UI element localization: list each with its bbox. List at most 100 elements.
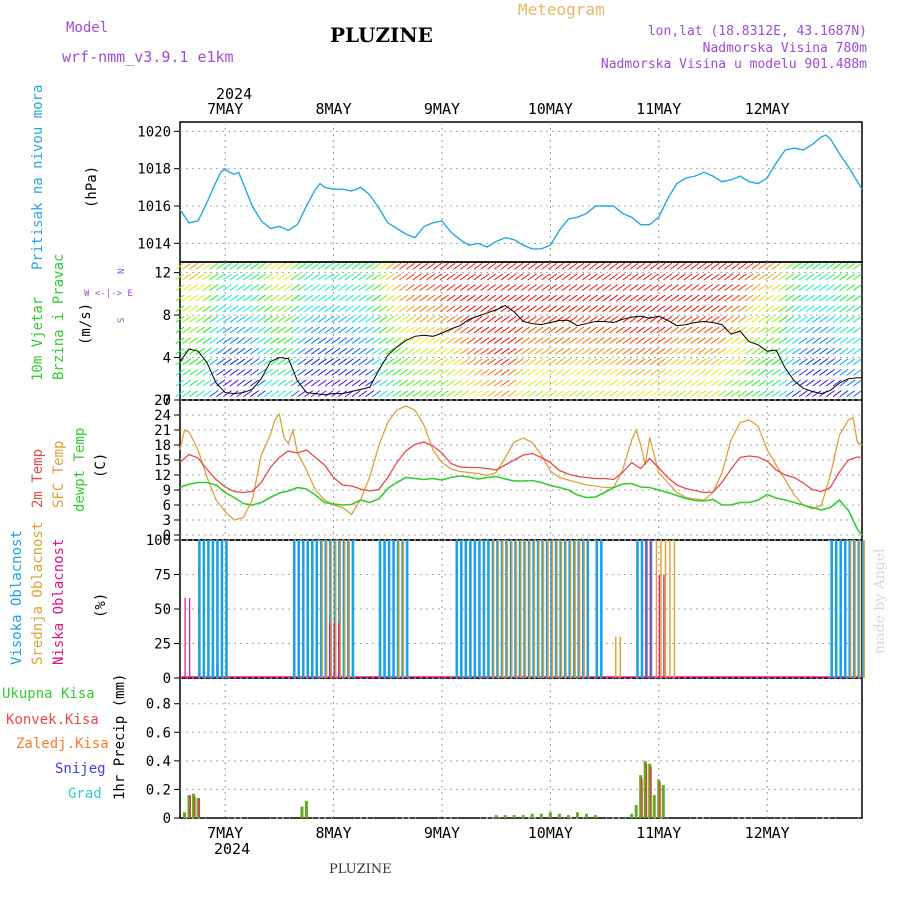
wind-barb [311,358,320,366]
wind-barb [642,326,652,334]
wind-barb [344,347,354,355]
wind-barb [487,337,497,344]
wind-barb [642,358,652,366]
wind-barb [514,315,524,323]
wind-barb [222,273,232,281]
wind-barb [737,284,747,291]
wind-barb [365,294,375,302]
wind-barb [460,347,470,355]
wind-barb [297,326,307,334]
wind-barb [290,284,300,291]
wind-barb [527,390,537,398]
tick-label-temperature: 18 [154,438,171,454]
wind-barb [534,273,544,281]
wind-barb [812,284,822,291]
temp-2m-line [179,441,863,494]
precip-total-bar [584,813,588,818]
wind-barb [229,273,239,281]
wind-barb [683,315,693,323]
model-value: wrf-nmm_v3.9.1 e1km [62,48,234,66]
wind-barb [263,379,273,387]
wind-barb [338,368,348,376]
wind-barb [412,284,422,291]
wind-barb [575,294,585,302]
wind-barb [256,273,266,281]
wind-barb [344,358,354,366]
wind-barb [378,368,388,376]
wind-barb [663,390,673,398]
wind-barb [432,284,442,291]
wind-barb [805,337,815,344]
wind-barb [358,315,368,323]
wind-barb [209,294,219,302]
wind-barb [703,273,713,281]
wind-barb [561,326,571,334]
wind-barb [399,337,409,344]
cloud-high-bar [320,540,323,678]
wind-barb [480,294,490,302]
wind-barb [493,337,503,344]
wind-barb [426,358,436,366]
wind-barb [195,294,205,302]
wind-barb [426,390,436,398]
wind-barb [534,326,544,334]
wind-barb [182,379,192,387]
wind-barb [358,368,368,376]
wind-barb [629,273,639,281]
wind-barb [371,284,381,291]
wind-barb [609,315,619,323]
wind-barb [670,273,680,281]
wind-barb [575,284,585,291]
wind-barb [277,326,287,334]
wind-barb [710,347,720,355]
wind-barb [602,358,612,366]
wind-barb [399,294,409,302]
wind-barb [710,379,720,387]
wind-barb [805,273,815,281]
wind-barb [514,273,524,281]
wind-barb [365,368,375,376]
wind-barb [792,305,802,313]
cloud-high-bar [329,540,332,678]
precip-total-bar [594,815,598,818]
wind-barb [724,358,734,366]
wind-barb [446,379,456,387]
wind-barb [521,358,531,366]
wind-barb [805,379,815,387]
wind-barb [331,368,341,376]
wind-barb [548,273,558,281]
wind-barb [453,262,463,270]
wind-barb [487,358,497,366]
wind-barb [432,262,442,270]
cloud-mid-bar [502,540,504,678]
wind-barb [602,262,612,270]
wind-barb [792,262,802,270]
footer-station: PLUZINE [329,862,392,877]
wind-barb [575,390,585,398]
wind-barb [351,294,361,302]
wind-barb [290,347,300,355]
wind-barb [392,347,402,355]
day-label-top: 11MAY [636,100,681,118]
wind-barb [514,284,524,291]
wind-barb [798,294,808,302]
wind-barb [561,273,571,281]
wind-barb [751,390,761,398]
cloud-mid-bar [326,540,328,678]
wind-barb [263,294,273,302]
cloud-mid-bar [578,595,581,678]
wind-barb [290,326,300,334]
wind-barb [297,358,307,366]
wind-barb [703,390,713,398]
wind-barb [561,379,571,387]
wind-barb [812,262,822,270]
year-label-top: 2024 [216,85,253,103]
wind-barb [710,368,720,376]
wind-barb [663,262,673,270]
wind-barb [256,337,266,344]
wind-barb [771,273,781,281]
wind-barb [466,347,476,355]
wind-barb [283,358,293,366]
cloud-high-bar [581,540,585,678]
cloud-high-bar [572,540,576,678]
